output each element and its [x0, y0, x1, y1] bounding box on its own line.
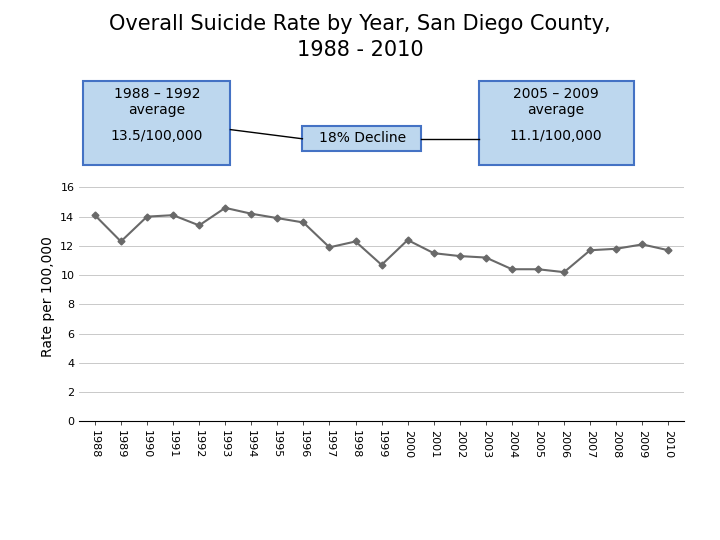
Text: Source: County of San Diego HHSA, Public Health Services: Source: County of San Diego HHSA, Public… — [7, 505, 293, 515]
Text: Overall Suicide Rate by Year, San Diego County,: Overall Suicide Rate by Year, San Diego … — [109, 14, 611, 33]
Text: 18% Decline: 18% Decline — [318, 131, 406, 145]
Text: Emergency Medical Services, Medical Examiner's Database, 1988 - 2009: Emergency Medical Services, Medical Exam… — [7, 523, 363, 534]
Text: 2005 – 2009: 2005 – 2009 — [513, 87, 599, 102]
Text: 1988 - 2010: 1988 - 2010 — [297, 40, 423, 60]
Text: average: average — [527, 103, 585, 117]
Text: 11.1/100,000: 11.1/100,000 — [510, 129, 602, 143]
Y-axis label: Rate per 100,000: Rate per 100,000 — [40, 237, 55, 357]
Text: average: average — [128, 103, 186, 117]
Text: 13.5/100,000: 13.5/100,000 — [111, 129, 203, 143]
Text: 1988 – 1992: 1988 – 1992 — [114, 87, 200, 102]
